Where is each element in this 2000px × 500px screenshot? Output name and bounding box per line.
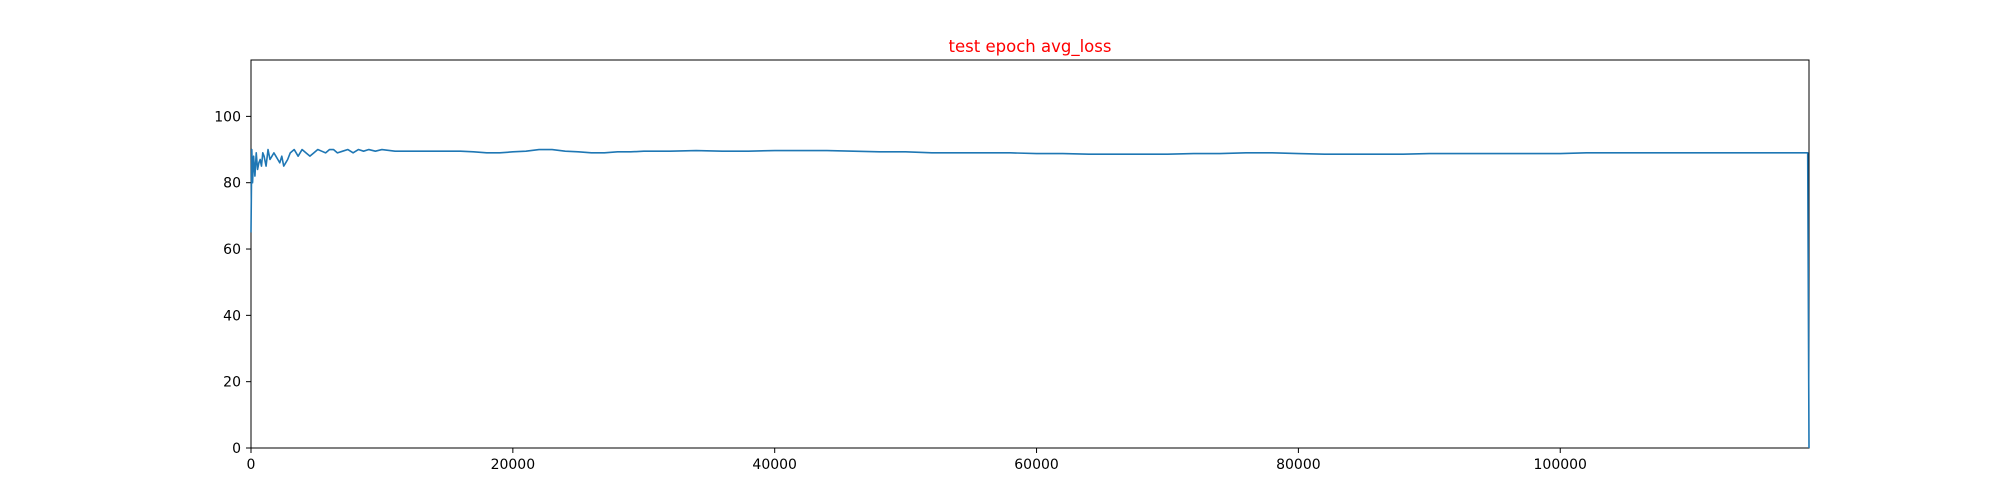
y-tick-label: 40 bbox=[223, 308, 241, 324]
x-tick-label: 20000 bbox=[491, 457, 536, 473]
x-tick-label: 40000 bbox=[752, 457, 797, 473]
x-tick-label: 80000 bbox=[1276, 457, 1321, 473]
plot-area bbox=[250, 59, 1810, 449]
x-tick-label: 60000 bbox=[1014, 457, 1059, 473]
x-tick-label: 100000 bbox=[1534, 457, 1587, 473]
y-tick-label: 0 bbox=[232, 441, 241, 457]
series-line-avg-loss bbox=[250, 148, 1810, 449]
x-axis: 0 20000 40000 60000 80000 100000 bbox=[247, 448, 1587, 473]
y-tick-label: 80 bbox=[223, 176, 241, 192]
y-tick-label: 20 bbox=[223, 375, 241, 391]
y-tick-label: 100 bbox=[214, 109, 241, 125]
plot-frame bbox=[250, 59, 1810, 449]
chart-title: test epoch avg_loss bbox=[949, 37, 1112, 57]
x-tick-label: 0 bbox=[247, 457, 256, 473]
y-tick-label: 60 bbox=[223, 242, 241, 258]
y-axis: 0 20 40 60 80 100 bbox=[214, 109, 251, 457]
